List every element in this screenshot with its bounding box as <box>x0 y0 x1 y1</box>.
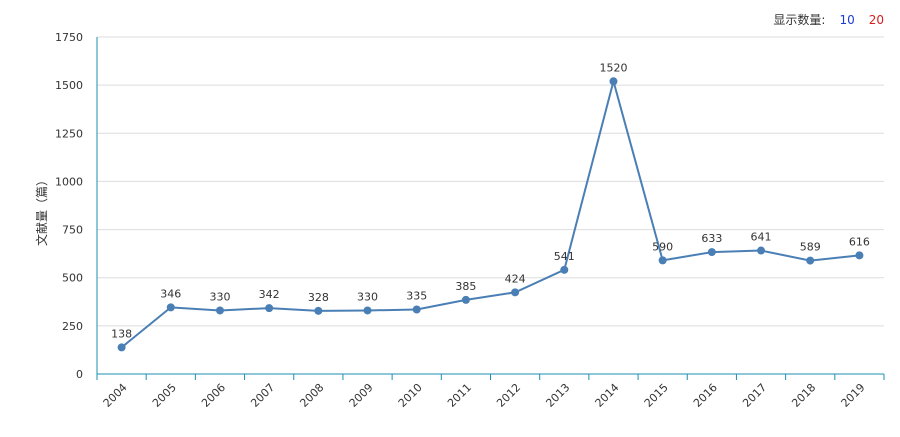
data-point-2017 <box>757 246 766 255</box>
x-tick-label-2006: 2006 <box>199 381 228 410</box>
data-point-2014 <box>609 77 618 86</box>
count-option-20[interactable]: 20 <box>868 12 884 27</box>
y-tick-label-250: 250 <box>62 320 83 333</box>
data-point-2006 <box>215 306 224 315</box>
data-point-2012 <box>511 288 520 297</box>
x-tick-label-2014: 2014 <box>593 381 622 410</box>
data-point-2016 <box>707 248 716 257</box>
data-label-2019: 616 <box>849 235 870 248</box>
data-point-2010 <box>412 305 421 314</box>
x-axis: 2004 2005 2006 2007 2008 2009 2010 2011 2012 2013… <box>96 373 885 410</box>
data-point-2009 <box>363 306 372 315</box>
y-tick-label-1750: 1750 <box>55 31 83 44</box>
x-tick-label-2018: 2018 <box>789 381 818 410</box>
data-point-2018 <box>806 256 815 265</box>
x-tick-label-2016: 2016 <box>691 381 720 410</box>
data-point-2008 <box>314 306 323 315</box>
data-label-2016: 633 <box>701 232 722 245</box>
y-axis-label: 文献量（篇） <box>34 174 49 246</box>
data-label-2010: 335 <box>406 289 427 302</box>
data-point-2004 <box>117 343 126 352</box>
y-tick-label-750: 750 <box>62 224 83 237</box>
y-tick-label-1500: 1500 <box>55 79 83 92</box>
data-label-2006: 330 <box>209 290 230 303</box>
x-tick-label-2008: 2008 <box>297 381 326 410</box>
data-label-2015: 590 <box>652 240 673 253</box>
data-label-2012: 424 <box>505 272 526 285</box>
x-tick-label-2007: 2007 <box>248 381 277 410</box>
y-tick-label-500: 500 <box>62 272 83 285</box>
x-tick-label-2009: 2009 <box>347 381 376 410</box>
x-tick-label-2012: 2012 <box>494 381 523 410</box>
data-point-2005 <box>166 303 175 312</box>
data-label-2007: 342 <box>259 288 280 301</box>
data-label-2005: 346 <box>160 287 181 300</box>
data-label-2014: 1520 <box>599 61 627 74</box>
series-line <box>120 77 860 349</box>
grid-lines <box>97 36 884 327</box>
x-tick-label-2010: 2010 <box>396 381 425 410</box>
count-option-10[interactable]: 10 <box>839 12 855 27</box>
y-tick-label-0: 0 <box>76 368 83 381</box>
x-tick-label-2019: 2019 <box>839 381 868 410</box>
series: 138 346 330 342 328 330 335 385 424 541 1520 590 633… <box>111 61 870 352</box>
x-tick-label-2017: 2017 <box>740 381 769 410</box>
count-selector: 显示数量: 10 20 <box>773 11 884 28</box>
x-tick-label-2015: 2015 <box>642 381 671 410</box>
data-label-2004: 138 <box>111 327 132 340</box>
x-tick-label-2013: 2013 <box>543 381 572 410</box>
x-tick-label-2005: 2005 <box>150 381 179 410</box>
x-tick-label-2004: 2004 <box>101 381 130 410</box>
data-label-2011: 385 <box>455 280 476 293</box>
data-label-2017: 641 <box>751 231 772 244</box>
data-label-2008: 328 <box>308 291 329 304</box>
data-point-2015 <box>658 256 667 265</box>
data-point-2013 <box>560 265 569 274</box>
y-tick-label-1250: 1250 <box>55 127 83 140</box>
count-selector-label: 显示数量: <box>773 13 826 27</box>
data-label-2018: 589 <box>800 241 821 254</box>
x-tick-label-2011: 2011 <box>445 381 474 410</box>
data-point-2007 <box>265 304 274 313</box>
data-point-2019 <box>855 251 864 260</box>
data-label-2013: 541 <box>554 250 575 263</box>
data-label-2009: 330 <box>357 290 378 303</box>
y-axis: 0 250 500 750 1000 1250 1500 1750 <box>55 31 98 381</box>
y-tick-label-1000: 1000 <box>55 175 83 188</box>
data-point-2011 <box>461 295 470 304</box>
